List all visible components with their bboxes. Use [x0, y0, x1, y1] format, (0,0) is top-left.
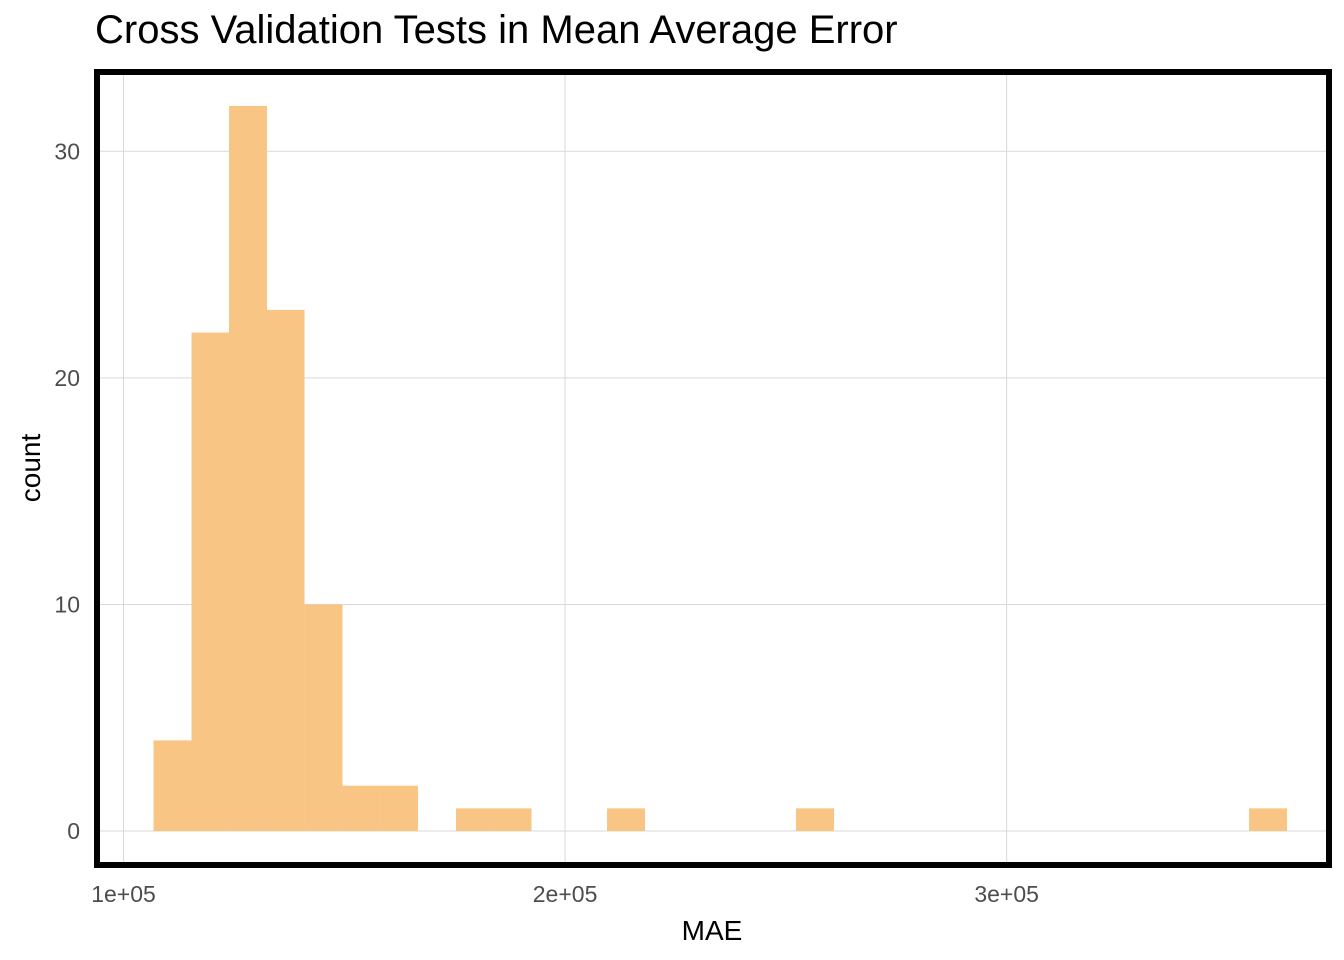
histogram-bars — [153, 105, 1288, 832]
x-axis-title: MAE — [682, 915, 743, 946]
x-tick-label: 1e+05 — [91, 881, 156, 907]
x-tick-labels: 1e+05 2e+05 3e+05 — [91, 881, 1039, 907]
histogram-bar — [493, 808, 532, 832]
histogram-bar — [153, 740, 192, 832]
histogram-bar — [1249, 808, 1288, 832]
y-tick-label: 10 — [54, 591, 80, 617]
x-tick-label: 2e+05 — [533, 881, 598, 907]
y-tick-label: 0 — [67, 818, 80, 844]
histogram-bar — [380, 785, 419, 832]
histogram-bar — [456, 808, 494, 832]
histogram-bar — [304, 604, 343, 832]
histogram-bar — [342, 785, 381, 832]
y-axis-title: count — [15, 434, 46, 503]
y-tick-label: 30 — [54, 138, 80, 164]
histogram-bar — [607, 808, 645, 832]
x-tick-label: 3e+05 — [974, 881, 1039, 907]
histogram-bar — [229, 105, 268, 832]
panel-border — [94, 69, 1332, 868]
histogram-bar — [191, 332, 230, 832]
y-tick-label: 20 — [54, 365, 80, 391]
histogram-bar — [796, 808, 834, 832]
histogram-bar — [267, 309, 305, 832]
y-tick-labels: 0 10 20 30 — [54, 138, 80, 844]
chart-title: Cross Validation Tests in Mean Average E… — [95, 8, 898, 52]
